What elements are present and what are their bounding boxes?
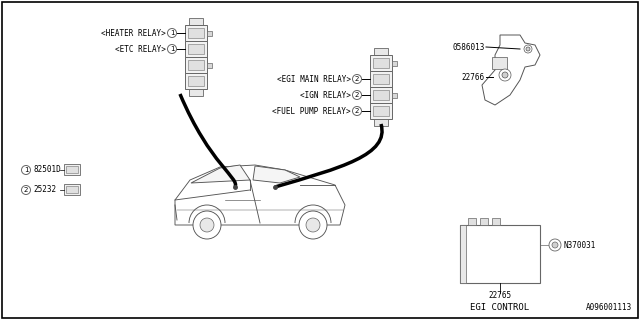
Bar <box>460 225 540 283</box>
Circle shape <box>524 45 532 53</box>
Bar <box>188 76 204 86</box>
Text: 1: 1 <box>24 167 28 173</box>
Polygon shape <box>253 166 300 183</box>
Bar <box>188 60 204 70</box>
Circle shape <box>353 107 362 116</box>
Text: A096001113: A096001113 <box>586 303 632 312</box>
Bar <box>492 218 500 225</box>
Text: 22765: 22765 <box>488 291 511 300</box>
Bar <box>189 18 203 25</box>
Polygon shape <box>175 165 345 225</box>
Circle shape <box>549 239 561 251</box>
Circle shape <box>168 44 177 53</box>
Text: <EGI MAIN RELAY>: <EGI MAIN RELAY> <box>277 75 351 84</box>
Bar <box>66 166 78 173</box>
Bar <box>370 55 392 71</box>
Bar <box>185 41 207 57</box>
Bar <box>370 103 392 119</box>
Text: <IGN RELAY>: <IGN RELAY> <box>300 91 351 100</box>
Bar <box>374 119 388 126</box>
Text: 2: 2 <box>24 187 28 193</box>
Circle shape <box>299 211 327 239</box>
Bar <box>373 90 389 100</box>
Bar <box>185 57 207 73</box>
Circle shape <box>22 186 31 195</box>
Bar <box>392 92 397 98</box>
Bar <box>480 218 488 225</box>
Text: N370031: N370031 <box>563 241 595 250</box>
Text: 22766: 22766 <box>462 73 485 82</box>
Bar <box>64 164 80 175</box>
Circle shape <box>22 165 31 174</box>
Bar <box>185 73 207 89</box>
Circle shape <box>526 47 530 51</box>
Bar <box>392 60 397 66</box>
Bar <box>373 106 389 116</box>
Text: <HEATER RELAY>: <HEATER RELAY> <box>101 28 166 37</box>
Bar <box>188 44 204 54</box>
Bar <box>373 58 389 68</box>
Text: 1: 1 <box>170 46 174 52</box>
Bar <box>460 225 466 283</box>
Text: 0586013: 0586013 <box>452 43 485 52</box>
Circle shape <box>200 218 214 232</box>
Text: 2: 2 <box>355 76 359 82</box>
Bar <box>207 30 212 36</box>
Bar <box>64 184 80 195</box>
Bar <box>66 186 78 193</box>
Bar <box>188 28 204 38</box>
Text: 2: 2 <box>355 92 359 98</box>
Circle shape <box>353 75 362 84</box>
Bar <box>189 89 203 96</box>
Bar <box>370 87 392 103</box>
Bar <box>468 218 476 225</box>
Polygon shape <box>191 165 250 183</box>
Bar <box>374 48 388 55</box>
Polygon shape <box>482 35 540 105</box>
Text: 82501D: 82501D <box>33 165 61 174</box>
Circle shape <box>168 28 177 37</box>
Text: EGI CONTROL: EGI CONTROL <box>470 302 529 311</box>
Bar <box>373 74 389 84</box>
Text: <ETC RELAY>: <ETC RELAY> <box>115 44 166 53</box>
Circle shape <box>353 91 362 100</box>
Text: 2: 2 <box>355 108 359 114</box>
Bar <box>370 71 392 87</box>
Bar <box>492 57 507 69</box>
Circle shape <box>193 211 221 239</box>
Circle shape <box>502 72 508 78</box>
Text: <FUEL PUMP RELAY>: <FUEL PUMP RELAY> <box>273 107 351 116</box>
Circle shape <box>306 218 320 232</box>
Text: 1: 1 <box>170 30 174 36</box>
Text: 25232: 25232 <box>33 186 56 195</box>
Bar <box>207 62 212 68</box>
Bar <box>185 25 207 41</box>
Circle shape <box>499 69 511 81</box>
Circle shape <box>552 242 558 248</box>
